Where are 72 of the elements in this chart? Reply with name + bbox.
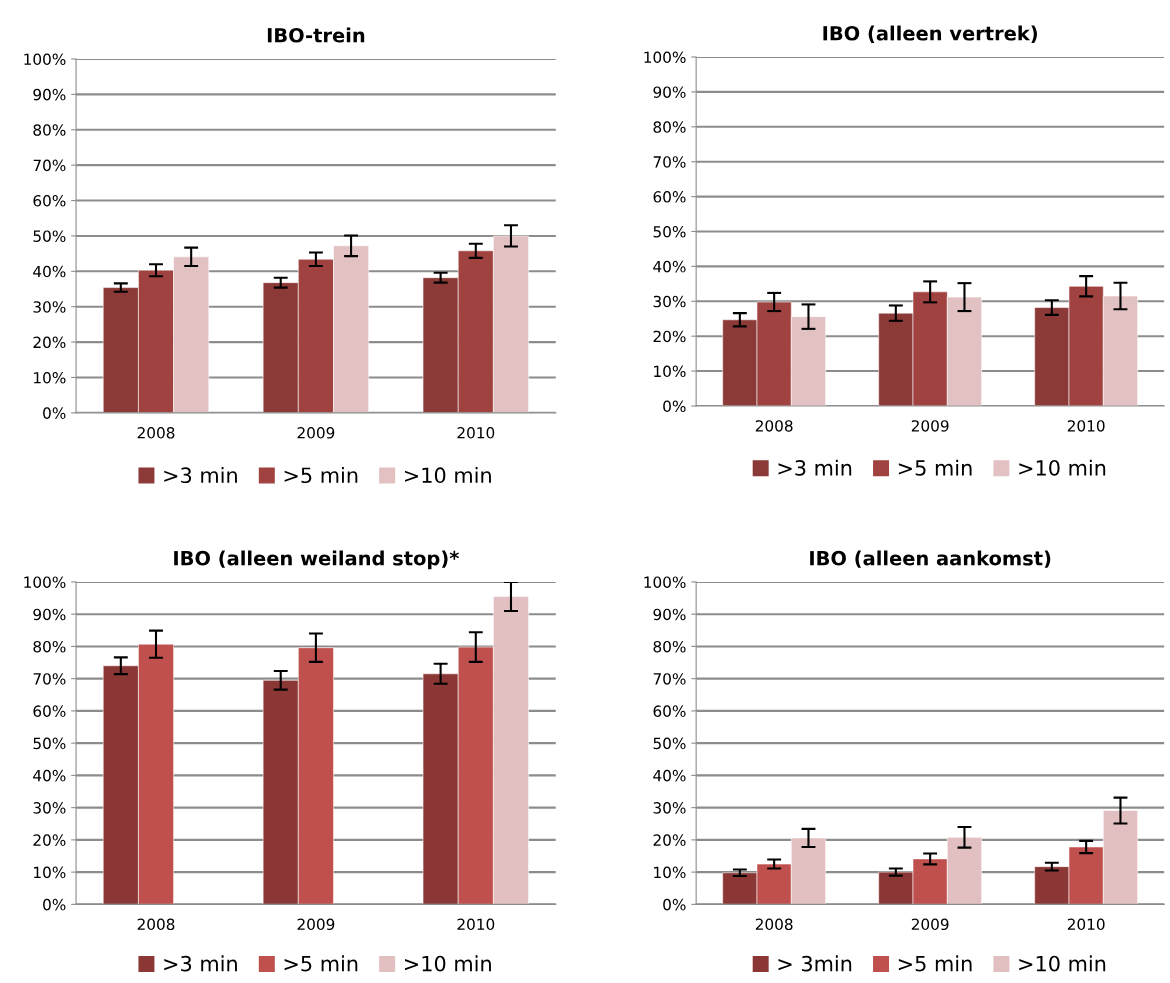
y-tick-label: 0% (663, 898, 686, 911)
y-tick-label: 30% (33, 301, 66, 313)
legend-label: >5 min (898, 459, 972, 476)
y-tick-label: 20% (33, 834, 66, 846)
y-tick-label: 70% (653, 673, 686, 685)
y-tick-label: 70% (33, 673, 66, 685)
y-tick-label: 90% (33, 88, 66, 101)
y-tick-label: 10% (654, 866, 686, 879)
y-tick-label: 60% (653, 191, 686, 203)
x-tick-label: 2009 (911, 420, 949, 432)
legend-label: >5 min (284, 955, 358, 972)
legend-label: >10 min (1019, 955, 1106, 972)
legend-label: >3 min (164, 955, 237, 972)
y-tick-label: 50% (653, 225, 686, 238)
legend-label: >10 min (405, 467, 491, 484)
y-tick-label: 80% (653, 640, 686, 653)
x-tick-label: 2010 (1067, 420, 1105, 432)
chart-title: IBO-trein (267, 27, 365, 43)
legend-label: > 3min (778, 955, 852, 972)
x-tick-label: 2009 (297, 918, 335, 931)
x-tick-label: 2010 (1067, 918, 1105, 931)
y-tick-label: 30% (653, 295, 686, 308)
x-tick-label: 2010 (457, 427, 495, 439)
x-tick-label: 2009 (911, 918, 949, 931)
y-tick-label: 80% (33, 124, 66, 136)
y-tick-label: 50% (33, 230, 66, 242)
x-tick-label: 2008 (137, 427, 175, 439)
y-tick-label: 30% (33, 802, 66, 814)
y-tick-label: 100% (644, 51, 686, 64)
legend-label: >10 min (405, 955, 491, 972)
y-tick-label: 90% (33, 608, 66, 621)
y-tick-label: 80% (33, 640, 66, 653)
y-tick-label: 80% (653, 121, 686, 133)
y-tick-label: 20% (653, 834, 686, 846)
x-tick-label: 2008 (755, 918, 793, 931)
chart-title: IBO (alleen aankomst) (810, 550, 1051, 568)
y-tick-label: 100% (24, 53, 66, 65)
y-tick-label: 60% (33, 705, 66, 717)
y-tick-label: 40% (653, 769, 686, 782)
y-tick-label: 90% (653, 608, 686, 621)
y-tick-label: 0% (43, 898, 66, 911)
y-tick-label: 40% (33, 769, 66, 782)
y-tick-label: 70% (653, 156, 686, 168)
y-tick-label: 20% (653, 330, 686, 343)
y-tick-label: 60% (33, 195, 66, 207)
legend-label: >10 min (1019, 459, 1106, 476)
x-tick-label: 2009 (297, 427, 335, 439)
y-tick-label: 50% (653, 737, 686, 750)
y-tick-label: 50% (33, 737, 66, 750)
y-tick-label: 70% (33, 159, 66, 172)
legend-label: >5 min (284, 467, 358, 484)
legend-label: >3 min (164, 467, 237, 484)
y-tick-label: 10% (34, 866, 66, 879)
y-tick-label: 20% (33, 336, 66, 349)
y-tick-label: 40% (653, 260, 686, 273)
chart-title: IBO (alleen weiland stop)* (174, 550, 460, 570)
y-tick-label: 40% (33, 265, 66, 278)
y-tick-label: 100% (644, 576, 686, 588)
y-tick-label: 10% (34, 371, 66, 384)
legend-label: >5 min (898, 955, 972, 972)
y-tick-label: 90% (653, 86, 686, 98)
x-tick-label: 2008 (755, 420, 793, 432)
chart-title: IBO (alleen vertrek) (823, 25, 1037, 43)
legend-label: >3 min (778, 459, 852, 476)
y-tick-label: 0% (43, 407, 66, 419)
x-tick-label: 2010 (457, 918, 495, 931)
y-tick-label: 60% (653, 705, 686, 717)
y-tick-label: 100% (24, 576, 66, 588)
y-tick-label: 30% (653, 802, 686, 814)
y-tick-label: 10% (654, 365, 686, 378)
x-tick-label: 2008 (137, 918, 175, 931)
y-tick-label: 0% (663, 400, 686, 412)
